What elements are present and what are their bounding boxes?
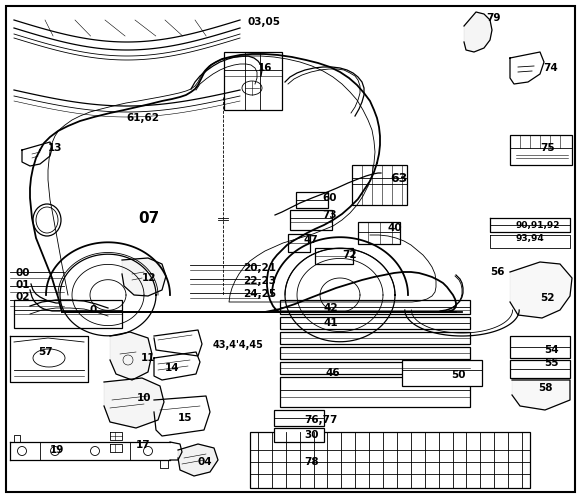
Text: 60: 60 <box>322 193 336 203</box>
Text: 40: 40 <box>388 223 403 233</box>
Bar <box>510 135 572 165</box>
Text: 00: 00 <box>16 268 30 278</box>
Text: 42: 42 <box>323 303 338 313</box>
Polygon shape <box>122 258 166 296</box>
Text: 52: 52 <box>540 293 554 303</box>
Bar <box>250 432 530 488</box>
Polygon shape <box>512 380 570 410</box>
Text: 76,77: 76,77 <box>304 415 338 425</box>
Bar <box>296 192 328 208</box>
Text: 0: 0 <box>89 305 96 315</box>
Text: 02: 02 <box>16 292 30 302</box>
Text: 93,94: 93,94 <box>516 234 545 243</box>
Text: 07: 07 <box>138 211 159 226</box>
Bar <box>510 360 570 378</box>
Bar <box>224 52 282 110</box>
Text: 58: 58 <box>538 383 553 393</box>
Text: 56: 56 <box>490 267 504 277</box>
Bar <box>280 377 470 407</box>
Bar <box>288 234 310 252</box>
Text: 73: 73 <box>322 210 336 220</box>
Bar <box>280 317 470 329</box>
Text: 14: 14 <box>165 363 180 373</box>
Text: 41: 41 <box>323 318 338 328</box>
Text: 74: 74 <box>543 63 558 73</box>
Text: 16: 16 <box>258 63 272 73</box>
Text: 20,21: 20,21 <box>243 263 276 273</box>
Text: 15: 15 <box>178 413 192 423</box>
Text: 79: 79 <box>486 13 500 23</box>
Text: 72: 72 <box>342 250 357 260</box>
Polygon shape <box>464 12 492 52</box>
Text: 46: 46 <box>326 368 340 378</box>
Bar <box>274 410 324 426</box>
Text: 30: 30 <box>304 430 318 440</box>
Text: 03,05: 03,05 <box>248 17 281 27</box>
Text: 22,23: 22,23 <box>243 276 276 286</box>
Text: 04: 04 <box>197 457 211 467</box>
Text: 61,62: 61,62 <box>126 113 159 123</box>
Text: 19: 19 <box>50 445 64 455</box>
Text: 12: 12 <box>142 273 156 283</box>
Bar <box>280 347 470 359</box>
Text: 01: 01 <box>16 280 30 290</box>
Text: 57: 57 <box>38 347 53 357</box>
Polygon shape <box>178 444 218 476</box>
Text: 43,4'4,45: 43,4'4,45 <box>213 340 264 350</box>
Bar <box>352 165 407 205</box>
Bar <box>358 222 400 244</box>
Bar <box>315 248 353 264</box>
Bar <box>510 336 570 358</box>
Text: 75: 75 <box>540 143 555 153</box>
Polygon shape <box>510 262 572 318</box>
Text: 24,25: 24,25 <box>243 289 276 299</box>
Bar <box>280 300 470 314</box>
Text: 55: 55 <box>544 358 558 368</box>
Bar <box>14 300 122 328</box>
Bar <box>280 362 470 374</box>
Bar <box>274 428 324 442</box>
Text: 63: 63 <box>390 171 407 184</box>
Bar <box>402 360 482 386</box>
Text: 47: 47 <box>303 235 318 245</box>
Polygon shape <box>110 332 152 380</box>
Bar <box>280 332 470 344</box>
Bar <box>290 210 332 230</box>
Text: 17: 17 <box>136 440 150 450</box>
Text: 10: 10 <box>137 393 152 403</box>
Text: 11: 11 <box>141 353 156 363</box>
Text: 78: 78 <box>304 457 318 467</box>
Text: 90,91,92: 90,91,92 <box>516 221 561 230</box>
Text: 50: 50 <box>451 370 465 380</box>
Polygon shape <box>104 378 164 428</box>
Text: 13: 13 <box>48 143 63 153</box>
Text: 54: 54 <box>544 345 558 355</box>
